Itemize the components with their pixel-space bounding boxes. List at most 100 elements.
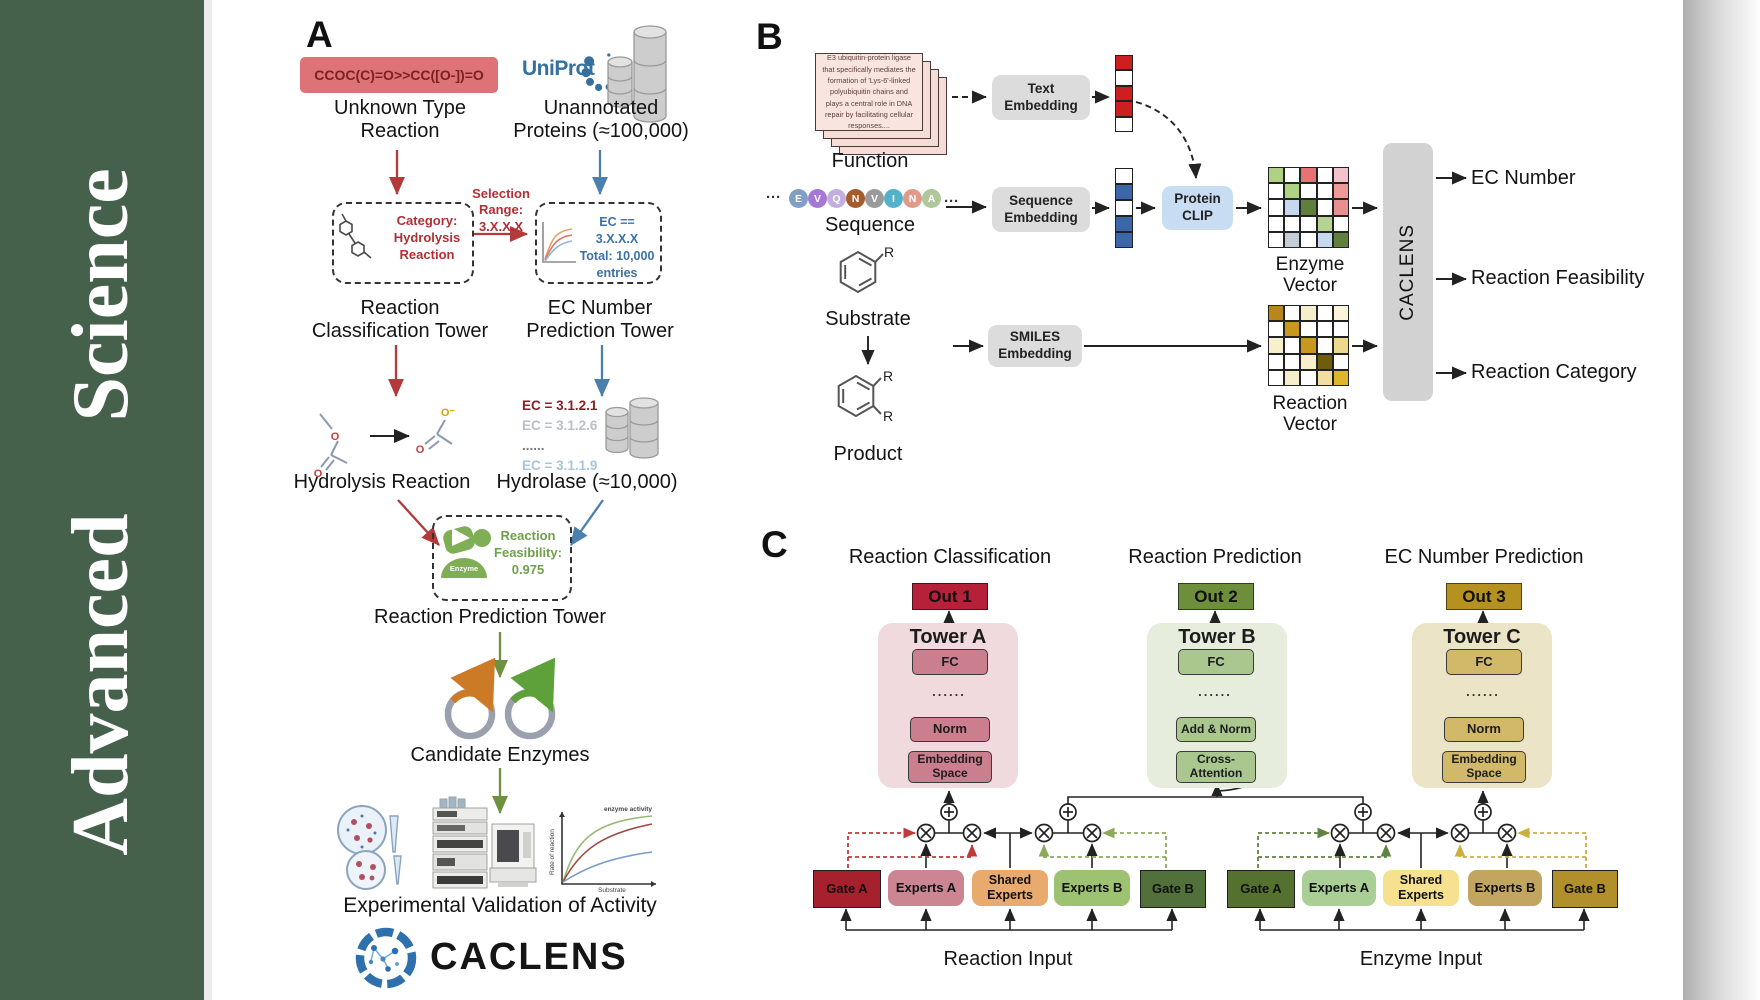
- vector-cell: [1316, 199, 1333, 216]
- otimes-icon: [1376, 823, 1396, 843]
- caclens-bar-label: CACLENS: [1397, 223, 1418, 321]
- residue-chip: N: [903, 189, 922, 208]
- shared-experts-enzyme: Shared Experts: [1383, 870, 1459, 906]
- prediction-tower-label: Reaction Prediction Tower: [374, 606, 606, 628]
- output-reaction-feasibility: Reaction Feasibility: [1471, 267, 1645, 289]
- sequence-ellipsis-left: ···: [766, 189, 781, 206]
- unknown-reaction-label: Unknown Type Reaction: [334, 97, 466, 142]
- vector-cell: [1316, 183, 1333, 200]
- function-card-text: E3 ubiquitin-protein ligase that specifi…: [822, 53, 916, 131]
- caclens-logo-icon: [355, 927, 417, 989]
- vector-cell: [1300, 321, 1317, 338]
- vector-cell: [1300, 215, 1317, 232]
- vector-cell: [1316, 231, 1333, 248]
- enzyme-vector-label: Enzyme Vector: [1275, 254, 1345, 297]
- vector-cell: [1284, 167, 1301, 184]
- ec-tower-label: EC Number Prediction Tower: [526, 297, 674, 342]
- vector-cell: [1300, 353, 1317, 370]
- output-reaction-category: Reaction Category: [1471, 361, 1637, 383]
- vector-cell: [1115, 101, 1133, 117]
- vector-cell: [1332, 337, 1349, 354]
- vector-cell: [1284, 353, 1301, 370]
- header-reaction-classification: Reaction Classification: [848, 546, 1052, 568]
- sidebar-divider: [204, 0, 212, 1000]
- vector-cell: [1115, 85, 1133, 102]
- residue-chip: E: [789, 189, 808, 208]
- vector-cell: [1268, 353, 1285, 370]
- oplus-icon: [940, 803, 958, 821]
- vector-cell: [1300, 337, 1317, 354]
- experts-b-reaction: Experts B: [1054, 870, 1130, 906]
- enzyme-input-label: Enzyme Input: [1359, 948, 1483, 970]
- vector-cell: [1316, 369, 1333, 386]
- out1-box: Out 1: [912, 583, 988, 610]
- tower-c-fc: FC: [1446, 649, 1522, 675]
- sequence-ellipsis-right: ···: [944, 193, 959, 210]
- product-r-label-top: R: [883, 368, 894, 384]
- experimental-validation-label: Experimental Validation of Activity: [343, 894, 657, 917]
- ec-item: EC = 3.1.2.1: [522, 398, 598, 413]
- text-embedding-vector: [1115, 55, 1133, 132]
- residue-chip: I: [884, 189, 903, 208]
- oplus-icon: [1354, 803, 1372, 821]
- text-embedding-box: Text Embedding: [992, 75, 1090, 120]
- reaction-classification-box: [332, 202, 474, 284]
- shared-experts-reaction: Shared Experts: [972, 870, 1048, 906]
- vector-cell: [1332, 215, 1349, 232]
- acetate-molecule-icon: O⁻ O: [416, 407, 456, 456]
- gate-a-enzyme: Gate A: [1227, 870, 1295, 908]
- vector-cell: [1300, 199, 1317, 216]
- smiles-text: CCOC(C)=O>>CC([O-])=O: [314, 67, 484, 83]
- out3-box: Out 3: [1446, 583, 1522, 610]
- panel-b-label: B: [756, 16, 783, 57]
- vector-cell: [1268, 337, 1285, 354]
- vector-cell: [1268, 305, 1285, 322]
- otimes-icon: [1450, 823, 1470, 843]
- plot-curve-label: enzyme activity: [603, 806, 653, 813]
- reaction-input-label: Reaction Input: [943, 948, 1073, 970]
- tower-b-fc: FC: [1178, 649, 1254, 675]
- tower-b-add-norm: Add & Norm: [1176, 717, 1256, 742]
- plot-ylabel: Rate of reaction: [549, 829, 556, 875]
- tower-c-title: Tower C: [1443, 626, 1521, 648]
- sum-multiply-nodes: [916, 803, 1517, 843]
- protein-clip-box: Protein CLIP: [1162, 186, 1233, 230]
- vector-cell: [1268, 183, 1285, 200]
- vector-cell: [1115, 184, 1133, 200]
- category-label: Category: Hydrolysis Reaction: [393, 213, 461, 263]
- unannotated-proteins-label: Unannotated Proteins (≈100,000): [513, 97, 689, 142]
- vector-cell: [1268, 199, 1285, 216]
- experts-a-enzyme: Experts A: [1302, 870, 1376, 906]
- vector-cell: [1284, 183, 1301, 200]
- vector-cell: [1268, 231, 1285, 248]
- function-card-stack: E3 ubiquitin-protein ligase that specifi…: [815, 53, 947, 155]
- vector-cell: [1115, 55, 1133, 71]
- vector-cell: [1284, 305, 1301, 322]
- ec-result-list: EC = 3.1.2.1 EC = 3.1.2.6 ...... EC = 3.…: [522, 396, 612, 476]
- tower-a-norm: Norm: [910, 717, 990, 742]
- product-label: Product: [833, 443, 903, 465]
- smiles-embedding-box: SMILES Embedding: [988, 325, 1082, 367]
- vector-cell: [1268, 215, 1285, 232]
- plot-xlabel: Substrate: [598, 887, 626, 894]
- residue-chip: V: [808, 189, 827, 208]
- panel-b-arrows: [861, 90, 1467, 380]
- journal-title: Advanced Science: [57, 168, 145, 856]
- svg-text:O: O: [331, 431, 340, 443]
- vector-cell: [1300, 231, 1317, 248]
- classification-tower-label: Reaction Classification Tower: [311, 297, 489, 342]
- otimes-icon: [1034, 823, 1054, 843]
- gate-a-reaction: Gate A: [813, 870, 881, 908]
- vector-cell: [1332, 183, 1349, 200]
- hydrolysis-reaction-label: Hydrolysis Reaction: [293, 471, 471, 493]
- vector-cell: [1300, 183, 1317, 200]
- enzyme-blob-label: Enzyme: [449, 564, 479, 573]
- vector-cell: [1332, 321, 1349, 338]
- tower-b-cross-attention: Cross-Attention: [1176, 751, 1256, 783]
- smiles-box: CCOC(C)=O>>CC([O-])=O: [300, 57, 498, 93]
- out2-box: Out 2: [1178, 583, 1254, 610]
- otimes-icon: [1497, 823, 1517, 843]
- output-ec-number: EC Number: [1471, 167, 1576, 189]
- reaction-prediction-box: [432, 515, 572, 601]
- vector-cell: [1332, 353, 1349, 370]
